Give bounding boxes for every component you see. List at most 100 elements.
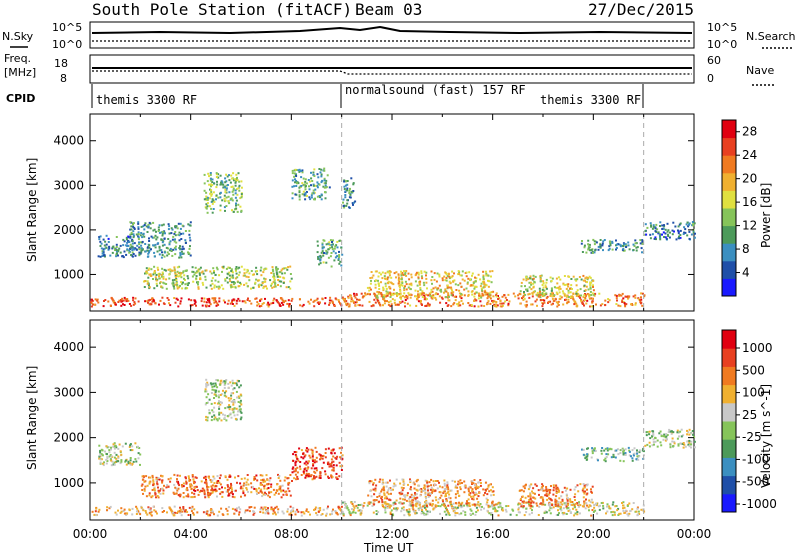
power-cell bbox=[219, 191, 222, 194]
power-cell bbox=[459, 295, 462, 298]
velocity-cell bbox=[623, 512, 626, 514]
velocity-cell bbox=[416, 489, 419, 492]
velocity-cell bbox=[376, 496, 379, 498]
velocity-cell bbox=[313, 461, 316, 464]
power-cell bbox=[597, 245, 600, 248]
velocity-cell bbox=[218, 411, 221, 414]
power-cell bbox=[323, 169, 326, 172]
power-cell bbox=[398, 301, 401, 303]
power-cell bbox=[495, 295, 498, 298]
power-cell bbox=[155, 279, 158, 282]
power-cell bbox=[173, 297, 176, 299]
velocity-cell bbox=[109, 454, 112, 456]
velocity-cell bbox=[452, 508, 455, 511]
power-cell bbox=[329, 255, 332, 258]
power-cell bbox=[350, 177, 353, 180]
power-cell bbox=[354, 301, 357, 304]
velocity-cell bbox=[179, 506, 181, 509]
power-cell bbox=[168, 277, 171, 280]
power-cell bbox=[304, 186, 307, 189]
power-cell bbox=[140, 232, 143, 234]
power-cell bbox=[139, 234, 142, 237]
power-cell bbox=[486, 293, 489, 296]
velocity-cell bbox=[423, 484, 426, 487]
power-cell bbox=[102, 248, 105, 251]
velocity-cell bbox=[267, 494, 270, 497]
velocity-cell bbox=[122, 510, 125, 512]
power-cell bbox=[302, 177, 305, 180]
power-cell bbox=[194, 271, 197, 274]
velocity-cell bbox=[273, 508, 275, 511]
power-cell bbox=[503, 294, 506, 297]
power-cell bbox=[480, 282, 483, 285]
velocity-cell bbox=[596, 512, 599, 515]
power-cell bbox=[415, 271, 418, 274]
power-cell bbox=[256, 301, 259, 304]
velocity-cell bbox=[185, 477, 187, 480]
power-cell bbox=[176, 287, 179, 290]
power-cell bbox=[591, 297, 594, 300]
power-cell bbox=[167, 247, 170, 250]
power-cell bbox=[470, 284, 473, 287]
power-cell bbox=[589, 284, 592, 287]
power-cell bbox=[212, 208, 215, 210]
power-cell bbox=[148, 303, 151, 306]
power-cell bbox=[297, 169, 300, 172]
power-cell bbox=[205, 191, 208, 194]
power-cell bbox=[407, 286, 410, 289]
velocity-cell bbox=[332, 469, 335, 472]
power-cell bbox=[203, 198, 206, 201]
velocity-cell bbox=[487, 484, 490, 487]
velocity-cell bbox=[548, 491, 551, 494]
velocity-cell bbox=[389, 499, 392, 502]
velocity-cell bbox=[117, 455, 120, 458]
velocity-cell bbox=[690, 446, 692, 449]
velocity-cell bbox=[332, 448, 335, 451]
velocity-cell bbox=[468, 485, 471, 488]
velocity-cell bbox=[157, 486, 159, 489]
velocity-cell bbox=[401, 478, 404, 481]
velocity-cell bbox=[477, 486, 480, 489]
power-cell bbox=[330, 252, 333, 254]
velocity-cell bbox=[619, 459, 622, 462]
power-cell bbox=[234, 268, 237, 271]
power-cell bbox=[446, 275, 449, 278]
velocity-cell bbox=[520, 505, 523, 508]
power-colorbar-swatch bbox=[722, 208, 736, 227]
power-cell bbox=[339, 260, 342, 263]
power-cell bbox=[590, 297, 593, 300]
velocity-cell bbox=[146, 513, 149, 516]
power-cell bbox=[484, 270, 487, 273]
power-cell bbox=[473, 300, 476, 302]
power-cell bbox=[123, 240, 126, 243]
velocity-cell bbox=[622, 509, 625, 512]
power-cell bbox=[589, 249, 591, 252]
power-cell bbox=[296, 182, 298, 185]
power-cell bbox=[232, 179, 235, 182]
velocity-cell bbox=[432, 488, 435, 491]
power-cell bbox=[255, 278, 258, 281]
power-cell bbox=[235, 207, 238, 210]
velocity-cell bbox=[621, 448, 624, 451]
power-cell bbox=[447, 294, 450, 297]
velocity-cell bbox=[185, 488, 188, 491]
power-cell bbox=[330, 299, 333, 302]
velocity-cell bbox=[622, 453, 625, 456]
power-cell bbox=[287, 266, 290, 269]
power-cell bbox=[380, 292, 383, 294]
velocity-cell bbox=[442, 500, 444, 503]
velocity-cell bbox=[416, 496, 419, 499]
nave-line bbox=[92, 70, 692, 75]
velocity-cell bbox=[519, 497, 522, 500]
power-cell bbox=[205, 207, 208, 209]
velocity-cell bbox=[230, 392, 233, 395]
velocity-cell bbox=[239, 408, 242, 411]
power-cell bbox=[447, 292, 450, 295]
velocity-cell bbox=[223, 380, 226, 383]
power-cell bbox=[522, 294, 525, 297]
power-cell bbox=[316, 184, 319, 187]
power-cell bbox=[471, 290, 474, 293]
velocity-cell bbox=[134, 442, 137, 445]
velocity-cell bbox=[195, 485, 198, 488]
power-cell bbox=[591, 292, 594, 295]
